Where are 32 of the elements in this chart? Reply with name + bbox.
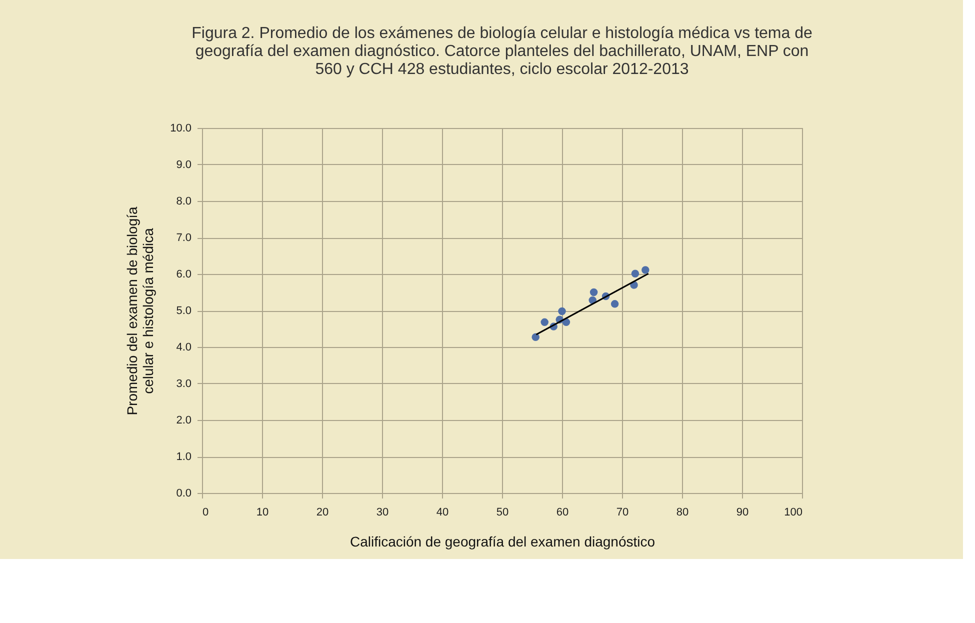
y-tick-label: 2.0	[176, 414, 192, 426]
y-tick-label: 3.0	[176, 378, 192, 390]
y-tick-label: 10.0	[170, 122, 192, 134]
y-tick-label: 5.0	[176, 305, 192, 317]
x-tick-label: 20	[316, 506, 329, 518]
point	[540, 318, 548, 326]
x-axis-title: Calificación de geografía del examen diagnóstico	[350, 534, 656, 550]
point	[590, 288, 598, 296]
y-tick-label: 8.0	[176, 196, 192, 208]
point	[532, 333, 540, 342]
x-tick-label: 0	[202, 506, 209, 518]
chart-title: Figura 2. Promedio de los exámenes de biología celular e histología médica vs tema de geografía del examen diagnóstico. Catorce planteles del bachillerato, UNAM, ENP con 560 y CCH 428 estudiantes, ciclo escolar 2012-2013	[192, 25, 812, 78]
x-tick-label: 70	[616, 506, 629, 518]
x-tick-label: 60	[556, 506, 569, 518]
x-tick-label: 50	[496, 506, 509, 518]
y-tick-label: 9.0	[176, 159, 192, 171]
y-axis-title: Promedio del examen de biología celular e histología médica	[124, 206, 156, 416]
point	[558, 307, 566, 316]
point	[610, 300, 619, 308]
x-tick-label: 10	[256, 506, 269, 518]
x-tick-label: 40	[436, 506, 449, 518]
point	[631, 270, 640, 278]
x-tick-label: 100	[784, 506, 802, 518]
x-tick-label: 30	[376, 506, 389, 518]
x-tick-label: 80	[676, 506, 689, 518]
y-tick-label: 4.0	[176, 342, 192, 354]
y-tick-label: 1.0	[176, 451, 192, 463]
y-tick-label: 7.0	[176, 232, 192, 244]
x-tick-label: 90	[736, 506, 749, 518]
point	[642, 266, 650, 274]
y-tick-label: 0.0	[176, 488, 192, 500]
y-tick-label: 6.0	[176, 268, 192, 280]
